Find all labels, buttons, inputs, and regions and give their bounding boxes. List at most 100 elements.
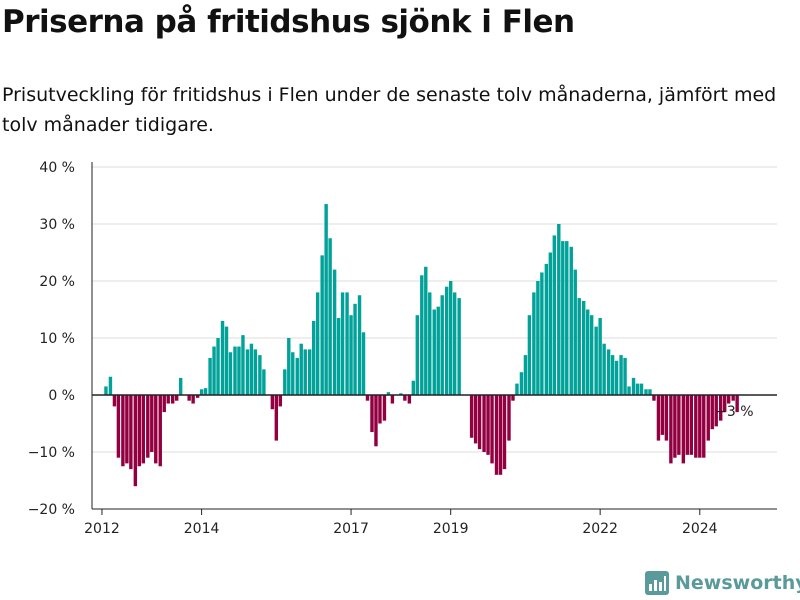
bar: [623, 357, 627, 395]
bar: [370, 395, 374, 433]
bar: [585, 309, 590, 395]
bar: [108, 376, 113, 395]
bar: [498, 395, 503, 475]
bar: [428, 292, 432, 395]
bar: [544, 263, 549, 395]
bar: [594, 326, 598, 395]
bar: [619, 355, 623, 395]
bar: [523, 355, 528, 395]
bar: [407, 395, 412, 404]
bar: [577, 298, 581, 395]
bar: [722, 395, 727, 413]
bar: [224, 326, 229, 395]
bar: [424, 266, 428, 395]
bar: [241, 335, 245, 395]
bar: [328, 238, 332, 395]
bar: [735, 395, 739, 413]
bar: [274, 395, 279, 441]
bar: [308, 349, 312, 395]
bar: [162, 395, 166, 413]
x-tick-label: 2012: [84, 521, 120, 537]
newsworthy-logo-icon: [645, 571, 669, 595]
bar: [473, 395, 478, 444]
bar: [353, 303, 357, 395]
bar: [378, 395, 382, 424]
bar: [258, 355, 262, 395]
bar: [411, 380, 416, 395]
bar: [112, 395, 117, 407]
bar: [698, 395, 702, 458]
x-tick-label: 2019: [433, 521, 469, 537]
bar: [440, 295, 444, 395]
bar: [694, 395, 698, 458]
bar: [702, 395, 706, 458]
y-tick-label: 10 %: [39, 331, 75, 347]
bar: [639, 383, 644, 395]
bar: [486, 395, 490, 455]
bar: [452, 292, 457, 395]
bar: [228, 352, 233, 395]
bar: [448, 281, 453, 395]
bar-chart: 40 % 30 % 20 % 10 % 0 % −10 % −20 % 2012 2014 201…: [28, 160, 777, 537]
bar: [602, 343, 606, 395]
bar: [133, 395, 138, 487]
bar: [104, 386, 108, 395]
bar: [614, 360, 619, 395]
bar: [141, 395, 146, 464]
bar: [557, 224, 561, 395]
bar: [532, 292, 536, 395]
bar: [166, 395, 170, 404]
bar: [187, 395, 191, 401]
y-tick-label: 40 %: [39, 160, 75, 176]
bar: [494, 395, 499, 475]
bars: [104, 204, 739, 487]
bar: [582, 300, 586, 395]
bar: [415, 315, 420, 395]
bar: [361, 332, 366, 395]
bar: [336, 318, 341, 395]
bar: [171, 395, 175, 404]
bar: [121, 395, 125, 467]
bar: [203, 388, 208, 395]
bar: [340, 292, 345, 395]
last-value-label: −3 %: [715, 404, 753, 420]
bar: [652, 395, 656, 401]
tick-labels: 40 % 30 % 20 % 10 % 0 % −10 % −20 % 2012 2014 201…: [28, 160, 754, 537]
bar: [129, 395, 133, 470]
bar: [561, 241, 565, 395]
bar: [507, 395, 511, 441]
y-tick-label: −10 %: [28, 445, 75, 461]
bar: [262, 369, 266, 395]
bar: [220, 320, 225, 395]
bar: [291, 352, 295, 395]
y-tick-label: 30 %: [39, 217, 75, 233]
bar: [714, 395, 718, 427]
bar: [436, 306, 440, 395]
bar: [116, 395, 121, 458]
bar: [644, 389, 648, 395]
x-tick-label: 2024: [682, 521, 718, 537]
bar: [685, 395, 690, 455]
bar: [635, 383, 640, 395]
bar: [212, 346, 216, 395]
bar: [569, 246, 573, 395]
bar: [627, 386, 631, 395]
bar: [726, 395, 731, 404]
y-tick-label: 20 %: [39, 274, 75, 290]
bar: [490, 395, 494, 464]
bar: [357, 295, 362, 395]
bar: [233, 346, 237, 395]
bar: [420, 275, 424, 395]
bar: [631, 377, 636, 395]
bar: [324, 204, 328, 395]
bar: [208, 357, 212, 395]
bar: [660, 395, 665, 435]
bar: [345, 292, 349, 395]
chart-subtitle: Prisutveckling för fritidshus i Flen und…: [2, 84, 777, 136]
bar: [158, 395, 162, 467]
axes: [91, 162, 777, 515]
bar: [477, 395, 482, 450]
bar: [125, 395, 129, 464]
bar: [154, 395, 158, 464]
bar: [365, 395, 370, 401]
